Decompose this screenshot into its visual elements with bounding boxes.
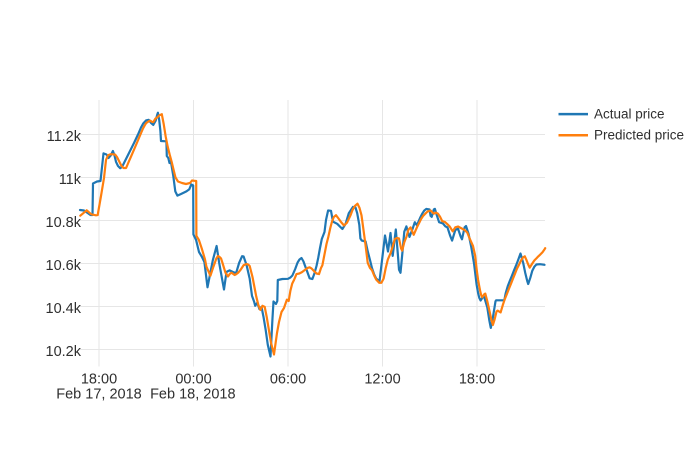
svg-text:10.4k: 10.4k <box>46 301 82 317</box>
svg-text:Actual price: Actual price <box>594 106 665 121</box>
svg-text:06:00: 06:00 <box>270 372 306 388</box>
svg-text:00:00: 00:00 <box>175 372 211 388</box>
svg-text:Feb 18, 2018: Feb 18, 2018 <box>150 387 235 403</box>
svg-text:Predicted price: Predicted price <box>594 128 684 143</box>
svg-text:18:00: 18:00 <box>459 372 495 388</box>
svg-text:Feb 17, 2018: Feb 17, 2018 <box>56 387 141 403</box>
svg-text:10.6k: 10.6k <box>46 258 82 274</box>
svg-text:11k: 11k <box>59 172 82 188</box>
svg-text:12:00: 12:00 <box>364 372 400 388</box>
svg-text:10.2k: 10.2k <box>46 344 82 360</box>
svg-text:10.8k: 10.8k <box>46 215 82 231</box>
svg-text:11.2k: 11.2k <box>47 129 82 145</box>
svg-text:18:00: 18:00 <box>81 372 117 388</box>
